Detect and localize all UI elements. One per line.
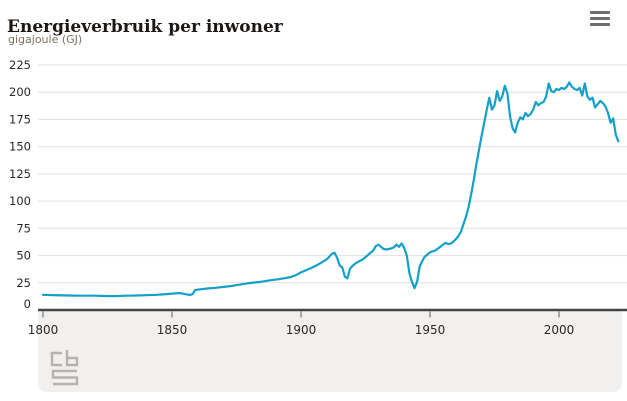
y-tick-label: 200 [9, 85, 31, 99]
x-tick-label: 1800 [28, 323, 59, 337]
x-tick-label: 2000 [544, 323, 575, 337]
x-tick-label: 1900 [286, 323, 317, 337]
y-axis-unit-label: gigajoule (GJ) [8, 33, 83, 46]
hamburger-menu-icon [590, 10, 610, 14]
x-tick-label: 1950 [415, 323, 446, 337]
y-tick-label: 175 [9, 112, 31, 126]
hamburger-menu-icon [590, 16, 610, 20]
y-tick-label: 0 [24, 297, 31, 311]
hamburger-menu-icon [590, 22, 610, 26]
y-tick-label: 125 [9, 167, 31, 181]
y-tick-label: 225 [9, 58, 31, 72]
data-line-energieverbruik [41, 81, 620, 298]
x-tick-label: 1850 [157, 323, 188, 337]
y-tick-label: 25 [16, 276, 31, 290]
y-tick-label: 100 [9, 194, 31, 208]
chart-options-menu-button[interactable] [590, 7, 614, 29]
y-tick-label: 50 [16, 249, 31, 263]
y-tick-label: 75 [16, 221, 31, 235]
page-title: Energieverbruik per inwoner [7, 17, 283, 38]
axis-footer-band [38, 311, 622, 392]
cbs-logo [50, 350, 79, 386]
y-tick-label: 150 [9, 140, 31, 154]
